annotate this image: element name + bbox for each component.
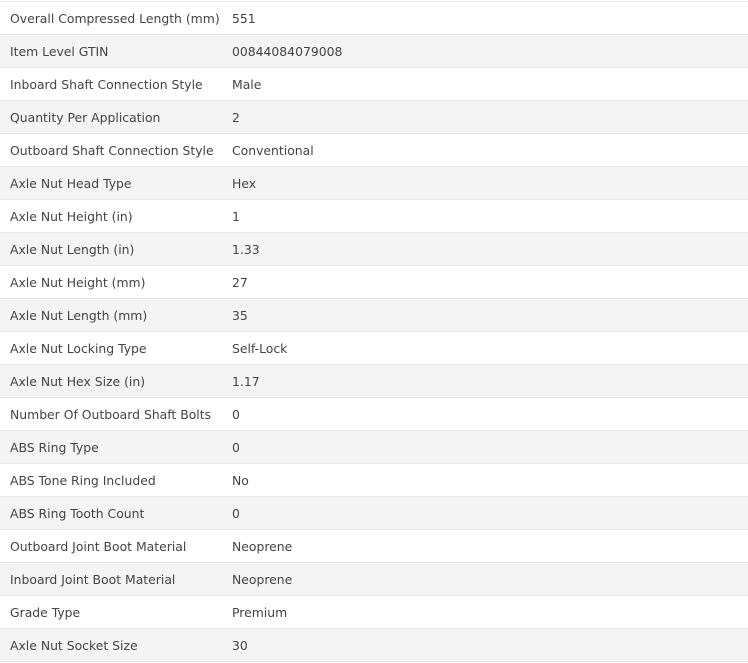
spec-value: 27 (222, 265, 748, 299)
spec-row: Outboard Joint Boot Material Neoprene (0, 529, 748, 563)
spec-value: Self-Lock (222, 331, 748, 365)
spec-value: 1 (222, 199, 748, 233)
spec-value: 1.17 (222, 364, 748, 398)
spec-value: 0 (222, 430, 748, 464)
spec-label: Axle Nut Length (mm) (0, 298, 222, 332)
spec-row: Axle Nut Hex Size (in) 1.17 (0, 364, 748, 398)
spec-row: Axle Nut Height (mm) 27 (0, 265, 748, 299)
spec-label: Outboard Shaft Connection Style (0, 133, 222, 167)
spec-row: ABS Tone Ring Included No (0, 463, 748, 497)
spec-value: 2 (222, 100, 748, 134)
spec-value: 1.33 (222, 232, 748, 266)
spec-row: Axle Nut Socket Size 30 (0, 628, 748, 662)
spec-value: Hex (222, 166, 748, 200)
spec-value: 00844084079008 (222, 34, 748, 68)
spec-label: ABS Tone Ring Included (0, 463, 222, 497)
spec-label: Overall Compressed Length (mm) (0, 1, 222, 35)
spec-label: Quantity Per Application (0, 100, 222, 134)
spec-value: 551 (222, 1, 748, 35)
spec-value: Conventional (222, 133, 748, 167)
spec-label: Axle Nut Length (in) (0, 232, 222, 266)
spec-value: 0 (222, 397, 748, 431)
spec-row: Quantity Per Application 2 (0, 100, 748, 134)
spec-value: Premium (222, 595, 748, 629)
spec-row: ABS Ring Tooth Count 0 (0, 496, 748, 530)
spec-label: Axle Nut Hex Size (in) (0, 364, 222, 398)
spec-row: Axle Nut Length (in) 1.33 (0, 232, 748, 266)
spec-row: ABS Ring Type 0 (0, 430, 748, 464)
spec-row: Item Level GTIN 00844084079008 (0, 34, 748, 68)
spec-row: Axle Nut Head Type Hex (0, 166, 748, 200)
spec-value: Neoprene (222, 562, 748, 596)
spec-value: 0 (222, 496, 748, 530)
spec-row: Outboard Shaft Connection Style Conventio… (0, 133, 748, 167)
spec-row: Axle Nut Length (mm) 35 (0, 298, 748, 332)
spec-label: Axle Nut Height (in) (0, 199, 222, 233)
spec-label: Grade Type (0, 595, 222, 629)
spec-value: Male (222, 67, 748, 101)
spec-row: Grade Type Premium (0, 595, 748, 629)
spec-label: ABS Ring Tooth Count (0, 496, 222, 530)
spec-label: Outboard Joint Boot Material (0, 529, 222, 563)
spec-label: Axle Nut Socket Size (0, 628, 222, 662)
spec-label: Inboard Joint Boot Material (0, 562, 222, 596)
spec-row: Inboard Shaft Connection Style Male (0, 67, 748, 101)
spec-label: Axle Nut Height (mm) (0, 265, 222, 299)
spec-row: Axle Nut Locking Type Self-Lock (0, 331, 748, 365)
spec-label: Axle Nut Locking Type (0, 331, 222, 365)
spec-row: Axle Nut Height (in) 1 (0, 199, 748, 233)
spec-value: Neoprene (222, 529, 748, 563)
spec-value: 35 (222, 298, 748, 332)
spec-value: 30 (222, 628, 748, 662)
spec-label: Inboard Shaft Connection Style (0, 67, 222, 101)
spec-row: Inboard Joint Boot Material Neoprene (0, 562, 748, 596)
spec-value: No (222, 463, 748, 497)
spec-label: Number Of Outboard Shaft Bolts (0, 397, 222, 431)
spec-label: Axle Nut Head Type (0, 166, 222, 200)
spec-label: ABS Ring Type (0, 430, 222, 464)
spec-label: Item Level GTIN (0, 34, 222, 68)
spec-row: Overall Compressed Length (mm) 551 (0, 1, 748, 35)
spec-row: Number Of Outboard Shaft Bolts 0 (0, 397, 748, 431)
